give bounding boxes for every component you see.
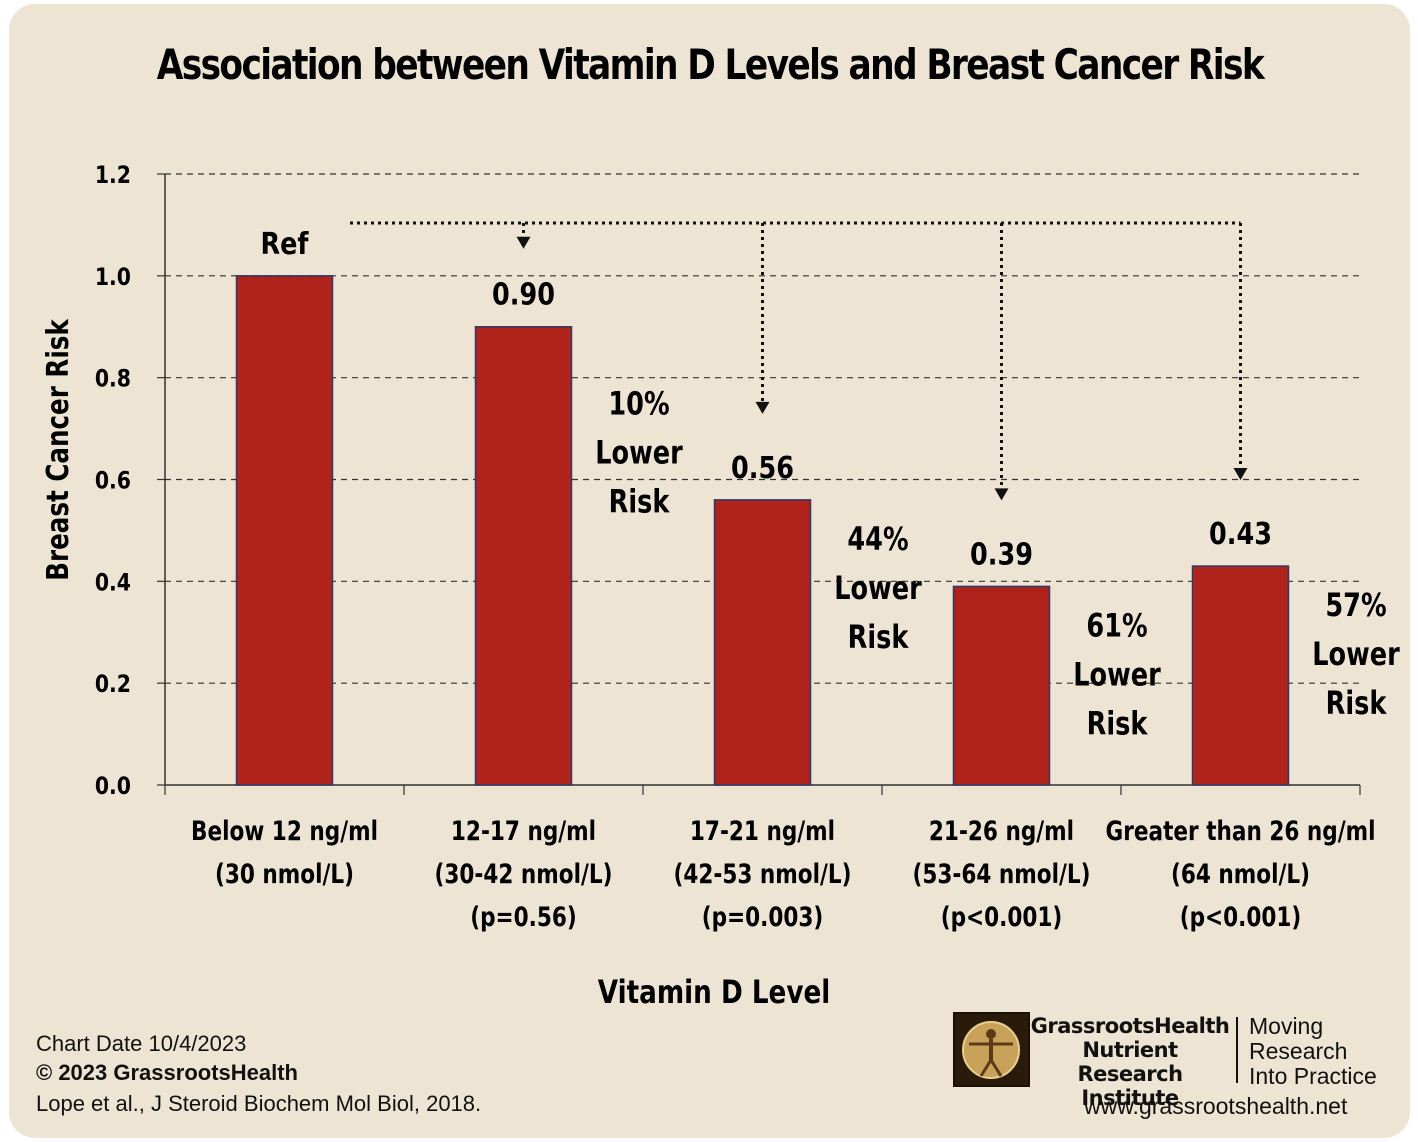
y-tick-label: 0.8 <box>95 365 131 393</box>
y-tick-label: 1.2 <box>95 161 131 189</box>
bar[interactable] <box>1191 565 1290 786</box>
lower-risk-annotation: Lower <box>595 434 683 472</box>
category-label: (p<0.001) <box>941 901 1063 933</box>
tagline-line3: Into Practice <box>1249 1063 1377 1089</box>
bar[interactable] <box>474 326 573 786</box>
copyright: © 2023 GrassrootsHealth <box>36 1060 298 1085</box>
data-label: 0.90 <box>492 277 555 313</box>
lower-risk-annotation: Lower <box>1073 656 1161 694</box>
lower-risk-annotation: 61% <box>1086 607 1147 645</box>
category-label: (53-64 nmol/L) <box>912 858 1090 890</box>
category-label: 12-17 ng/ml <box>451 815 596 847</box>
lower-risk-annotation: Lower <box>1312 635 1400 673</box>
chart-date: Chart Date 10/4/2023 <box>36 1031 247 1056</box>
x-axis-label: Vitamin D Level <box>598 973 830 1010</box>
chart-title: Association between Vitamin D Levels and… <box>156 40 1265 89</box>
bar[interactable] <box>713 499 812 786</box>
org-name-line2: Nutrient <box>1082 1038 1178 1062</box>
category-label: (64 nmol/L) <box>1171 858 1310 890</box>
category-label: 21-26 ng/ml <box>929 815 1074 847</box>
category-label: (30 nmol/L) <box>215 858 354 890</box>
website-url: www.grassrootshealth.net <box>1084 1093 1348 1119</box>
arrowhead-icon <box>755 401 770 414</box>
lower-risk-annotation: 10% <box>608 385 669 423</box>
category-label: 17-21 ng/ml <box>690 815 835 847</box>
tagline-line2: Research <box>1249 1038 1348 1064</box>
y-tick-label: 0.4 <box>95 569 131 597</box>
logo-divider <box>1236 1017 1238 1083</box>
y-tick-label: 1.0 <box>95 263 131 291</box>
lower-risk-annotation: 44% <box>847 520 908 558</box>
org-name-line1: GrassrootsHealth <box>1030 1014 1230 1038</box>
category-label: Greater than 26 ng/ml <box>1105 815 1375 847</box>
data-label: 0.39 <box>970 536 1033 572</box>
y-tick-label: 0.2 <box>95 671 131 699</box>
vitruvian-logo-icon <box>953 1012 1030 1087</box>
arrowhead-icon <box>1233 468 1248 481</box>
data-label: 0.56 <box>731 450 794 486</box>
category-label: (p<0.001) <box>1180 901 1302 933</box>
category-label: (42-53 nmol/L) <box>673 858 851 890</box>
citation: Lope et al., J Steroid Biochem Mol Biol,… <box>36 1091 482 1116</box>
lower-risk-annotation: Risk <box>609 483 670 521</box>
category-label: Below 12 ng/ml <box>191 815 378 847</box>
arrowhead-icon <box>516 236 531 249</box>
y-tick-label: 0.6 <box>95 467 131 495</box>
tagline-line1: Moving <box>1249 1013 1324 1039</box>
arrowhead-icon <box>994 488 1009 501</box>
bar[interactable] <box>952 585 1051 786</box>
bar[interactable] <box>235 275 334 786</box>
y-axis-label: Breast Cancer Risk <box>42 319 76 581</box>
data-label: Ref <box>260 226 309 262</box>
lower-risk-annotation: 57% <box>1325 586 1386 624</box>
category-label: (p=0.56) <box>470 901 577 933</box>
lower-risk-annotation: Risk <box>1326 684 1387 722</box>
category-label: (p=0.003) <box>702 901 824 933</box>
lower-risk-annotation: Lower <box>834 569 922 607</box>
y-tick-label: 0.0 <box>95 772 131 800</box>
lower-risk-annotation: Risk <box>1087 705 1148 743</box>
lower-risk-annotation: Risk <box>848 618 909 656</box>
category-label: (30-42 nmol/L) <box>434 858 612 890</box>
data-label: 0.43 <box>1209 516 1272 552</box>
org-name-line3: Research Institute <box>1077 1062 1183 1110</box>
